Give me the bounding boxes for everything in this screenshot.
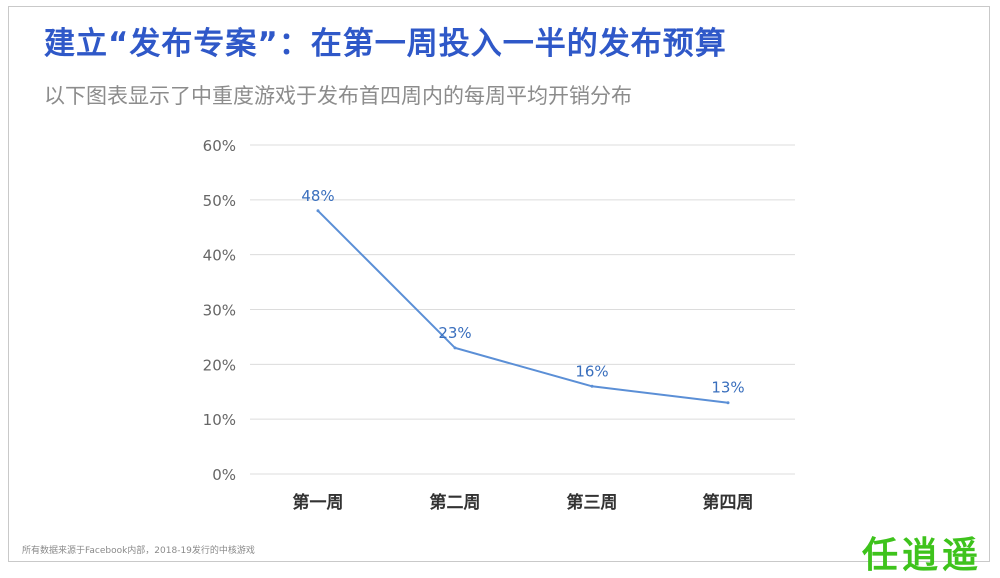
series-line-path: [317, 210, 729, 404]
y-tick-label: 20%: [203, 356, 236, 374]
y-tick-label: 0%: [212, 466, 236, 484]
data-label: 13%: [711, 379, 744, 397]
data-labels: 48% 23% 16% 13%: [301, 187, 744, 397]
data-point: [453, 346, 457, 350]
slide-title: 建立“发布专案”：在第一周投入一半的发布预算: [44, 26, 727, 62]
y-tick-label: 30%: [203, 302, 236, 320]
y-tick-label: 50%: [203, 192, 236, 210]
y-tick-label: 60%: [203, 137, 236, 155]
y-tick-label: 10%: [203, 411, 236, 429]
x-tick-label: 第一周: [293, 492, 344, 513]
y-axis-tick-labels: 0% 10% 20% 30% 40% 50% 60%: [203, 137, 236, 484]
data-label: 48%: [301, 187, 334, 205]
slide-frame: [8, 6, 990, 562]
data-label: 23%: [438, 324, 471, 342]
grid-lines: [250, 144, 795, 475]
x-tick-label: 第四周: [703, 492, 754, 513]
data-point: [316, 209, 320, 213]
source-footnote: 所有数据来源于Facebook内部，2018-19发行的中核游戏: [22, 546, 255, 556]
x-tick-label: 第三周: [567, 492, 618, 513]
series-line: [316, 209, 730, 405]
x-tick-label: 第二周: [430, 492, 481, 513]
watermark-logo: 任逍遥: [862, 534, 983, 576]
x-axis-tick-labels: 第一周 第二周 第三周 第四周: [293, 492, 754, 513]
data-label: 16%: [575, 362, 608, 380]
slide-subtitle: 以下图表显示了中重度游戏于发布首四周内的每周平均开销分布: [44, 84, 632, 108]
data-point: [590, 384, 594, 388]
data-point: [726, 401, 730, 405]
y-tick-label: 40%: [203, 247, 236, 265]
